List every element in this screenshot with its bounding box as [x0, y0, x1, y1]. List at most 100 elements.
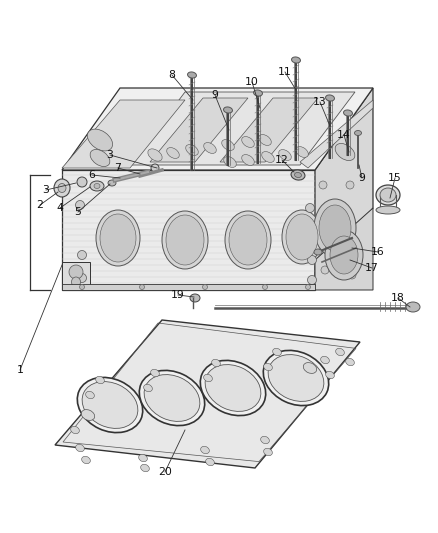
Text: 17: 17: [365, 263, 379, 273]
Ellipse shape: [96, 210, 140, 266]
Text: 9: 9: [212, 90, 219, 100]
Ellipse shape: [77, 177, 87, 187]
Ellipse shape: [139, 454, 147, 462]
Ellipse shape: [294, 173, 301, 177]
Ellipse shape: [144, 384, 152, 392]
Ellipse shape: [148, 149, 162, 161]
Ellipse shape: [82, 382, 138, 429]
Ellipse shape: [187, 72, 197, 78]
Text: 20: 20: [158, 467, 172, 477]
Ellipse shape: [262, 285, 268, 289]
Text: 8: 8: [169, 70, 176, 80]
Ellipse shape: [343, 110, 353, 116]
Ellipse shape: [166, 215, 204, 265]
Ellipse shape: [186, 144, 198, 156]
Ellipse shape: [71, 426, 79, 434]
Ellipse shape: [81, 456, 90, 464]
Ellipse shape: [319, 205, 351, 251]
Ellipse shape: [88, 129, 113, 151]
Ellipse shape: [206, 458, 214, 466]
Text: 12: 12: [275, 155, 289, 165]
Ellipse shape: [354, 131, 361, 135]
Text: 19: 19: [171, 290, 185, 300]
Ellipse shape: [292, 57, 300, 63]
Polygon shape: [62, 262, 90, 290]
Text: 18: 18: [391, 293, 405, 303]
Ellipse shape: [75, 200, 85, 209]
Ellipse shape: [307, 276, 317, 285]
Ellipse shape: [229, 215, 267, 265]
Ellipse shape: [314, 199, 356, 257]
Ellipse shape: [54, 179, 70, 197]
Text: 13: 13: [313, 97, 327, 107]
Ellipse shape: [108, 180, 116, 186]
Text: 10: 10: [245, 77, 259, 87]
Ellipse shape: [303, 362, 317, 374]
Text: 3: 3: [106, 150, 113, 160]
Ellipse shape: [348, 271, 356, 279]
Text: 3: 3: [42, 185, 49, 195]
Ellipse shape: [202, 285, 208, 289]
Ellipse shape: [254, 90, 262, 96]
Ellipse shape: [139, 285, 145, 289]
Text: 15: 15: [388, 173, 402, 183]
Ellipse shape: [151, 164, 159, 172]
Ellipse shape: [69, 265, 83, 279]
Ellipse shape: [242, 155, 254, 165]
Ellipse shape: [262, 151, 274, 163]
Ellipse shape: [264, 364, 272, 370]
Ellipse shape: [80, 285, 85, 289]
Ellipse shape: [279, 150, 291, 160]
Ellipse shape: [222, 140, 234, 150]
Polygon shape: [62, 88, 373, 170]
Ellipse shape: [307, 255, 317, 264]
Ellipse shape: [100, 214, 136, 262]
Ellipse shape: [296, 147, 308, 157]
Ellipse shape: [261, 437, 269, 443]
Ellipse shape: [78, 273, 86, 282]
Ellipse shape: [376, 206, 400, 214]
Ellipse shape: [336, 348, 344, 356]
Ellipse shape: [319, 181, 327, 189]
Text: 9: 9: [359, 173, 365, 183]
Text: 11: 11: [278, 67, 292, 77]
Ellipse shape: [259, 134, 271, 146]
Ellipse shape: [86, 391, 94, 399]
Ellipse shape: [200, 360, 266, 416]
Ellipse shape: [286, 214, 318, 260]
Ellipse shape: [326, 372, 334, 379]
Polygon shape: [315, 208, 373, 290]
Ellipse shape: [78, 251, 86, 260]
Ellipse shape: [90, 181, 104, 191]
Text: 1: 1: [17, 365, 24, 375]
Ellipse shape: [282, 210, 322, 264]
Ellipse shape: [380, 188, 396, 202]
Ellipse shape: [325, 95, 335, 101]
Ellipse shape: [224, 157, 236, 167]
Text: 14: 14: [337, 130, 351, 140]
Polygon shape: [62, 170, 315, 290]
Ellipse shape: [273, 348, 281, 356]
Ellipse shape: [223, 107, 233, 113]
Polygon shape: [62, 284, 315, 290]
Ellipse shape: [346, 181, 354, 189]
Polygon shape: [150, 98, 248, 162]
Ellipse shape: [204, 374, 212, 382]
Ellipse shape: [321, 356, 329, 364]
Text: 5: 5: [74, 207, 81, 217]
Ellipse shape: [167, 148, 179, 158]
Ellipse shape: [139, 370, 205, 425]
Ellipse shape: [225, 211, 271, 269]
Ellipse shape: [201, 446, 209, 454]
Ellipse shape: [376, 185, 400, 205]
Ellipse shape: [77, 377, 143, 433]
Ellipse shape: [58, 183, 66, 192]
Ellipse shape: [291, 170, 305, 180]
Ellipse shape: [71, 277, 81, 287]
Polygon shape: [130, 92, 355, 165]
Ellipse shape: [330, 236, 358, 274]
Polygon shape: [62, 100, 185, 168]
Ellipse shape: [263, 350, 328, 406]
Ellipse shape: [162, 211, 208, 269]
Ellipse shape: [76, 445, 85, 451]
